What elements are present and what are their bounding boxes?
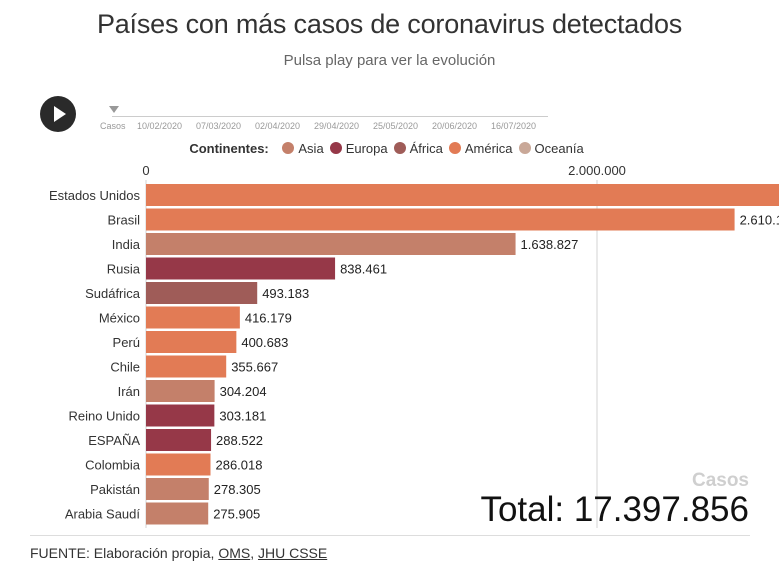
timeline-handle[interactable] xyxy=(109,106,119,113)
legend-swatch xyxy=(518,142,531,154)
value-label: 2.610.102 xyxy=(740,213,779,228)
category-label: Estados Unidos xyxy=(49,188,141,203)
value-label: 275.905 xyxy=(213,507,260,522)
legend-item-áfrica[interactable]: África xyxy=(393,141,443,156)
bar[interactable] xyxy=(146,184,779,206)
category-label: ESPAÑA xyxy=(88,433,140,448)
play-icon xyxy=(54,106,66,122)
value-label: 416.179 xyxy=(245,311,292,326)
source-prefix: FUENTE: Elaboración propia, xyxy=(30,545,219,561)
category-label: Brasil xyxy=(107,213,140,228)
source-link-jhu[interactable]: JHU CSSE xyxy=(257,545,328,561)
bar[interactable] xyxy=(146,355,227,378)
legend-title: Continentes: xyxy=(189,141,269,156)
legend-label: África xyxy=(409,141,443,156)
category-label: Chile xyxy=(110,360,140,375)
legend-swatch xyxy=(393,142,406,154)
timeline-track[interactable] xyxy=(112,116,548,117)
timeline-tick-label: 02/04/2020 xyxy=(255,121,301,131)
category-label: Reino Unido xyxy=(68,409,140,424)
timeline-tick-label: 29/04/2020 xyxy=(314,121,360,131)
category-label: México xyxy=(99,311,140,326)
value-label: 286.018 xyxy=(215,458,262,473)
bar[interactable] xyxy=(146,282,258,304)
legend-item-asia[interactable]: Asia xyxy=(282,141,324,156)
legend-item-américa[interactable]: América xyxy=(448,141,513,156)
legend-items: Asia Europa África América Oceanía xyxy=(282,141,589,156)
bar[interactable] xyxy=(146,257,336,280)
bar[interactable] xyxy=(146,380,215,402)
timeline-tick-label: 25/05/2020 xyxy=(373,121,419,131)
legend-swatch xyxy=(329,142,342,154)
timeline-slider[interactable]: Casos 10/02/2020 07/03/2020 02/04/2020 29/04… xyxy=(100,104,550,132)
source-note: FUENTE: Elaboración propia, OMS, JHU CSS… xyxy=(30,545,327,561)
total-value: Total: 17.397.856 xyxy=(480,490,749,529)
legend-item-europa[interactable]: Europa xyxy=(329,141,388,156)
source-link-oms[interactable]: OMS xyxy=(218,545,251,561)
value-label: 1.638.827 xyxy=(521,237,579,252)
legend: Continentes: Asia Europa África América Ocea… xyxy=(0,141,779,156)
legend-label: Europa xyxy=(345,141,388,156)
bar[interactable] xyxy=(146,331,237,353)
category-label: Pakistán xyxy=(90,482,140,497)
bar[interactable] xyxy=(146,233,516,255)
timeline-tick-label: 10/02/2020 xyxy=(137,121,183,131)
category-label: Irán xyxy=(118,384,140,399)
bar[interactable] xyxy=(146,306,240,329)
value-label: 303.181 xyxy=(219,409,266,424)
bar[interactable] xyxy=(146,404,215,427)
timeline-tick-label: 16/07/2020 xyxy=(491,121,537,131)
category-label: Sudáfrica xyxy=(85,286,141,301)
bar[interactable] xyxy=(146,208,735,231)
value-label: 278.305 xyxy=(214,482,261,497)
legend-swatch xyxy=(448,142,461,154)
legend-label: Oceanía xyxy=(534,141,584,156)
source-separator: , xyxy=(250,545,258,561)
legend-item-oceanía[interactable]: Oceanía xyxy=(518,141,584,156)
category-label: Perú xyxy=(113,335,140,350)
timeline-tick-label: 20/06/2020 xyxy=(432,121,478,131)
bar[interactable] xyxy=(146,502,209,525)
x-tick-label: 2.000.000 xyxy=(568,163,626,178)
chart-title: Países con más casos de coronavirus dete… xyxy=(96,9,683,39)
value-label: 493.183 xyxy=(262,286,309,301)
legend-label: Asia xyxy=(298,141,324,156)
source-divider xyxy=(30,535,750,536)
chart-subtitle: Pulsa play para ver la evolución xyxy=(283,52,496,69)
total-label: Casos xyxy=(691,470,749,491)
timeline-tick-label: Casos xyxy=(100,121,126,131)
value-label: 288.522 xyxy=(216,433,263,448)
play-button[interactable] xyxy=(40,96,76,132)
bar[interactable] xyxy=(146,453,211,476)
value-label: 400.683 xyxy=(241,335,288,350)
category-label: Rusia xyxy=(107,262,141,277)
value-label: 355.667 xyxy=(231,360,278,375)
category-label: Arabia Saudí xyxy=(65,507,141,522)
bar[interactable] xyxy=(146,429,212,451)
category-label: Colombia xyxy=(85,458,141,473)
value-label: 304.204 xyxy=(220,384,267,399)
timeline-tick-label: 07/03/2020 xyxy=(196,121,242,131)
x-tick-label: 0 xyxy=(142,163,149,178)
bar[interactable] xyxy=(146,478,209,500)
category-label: India xyxy=(112,237,141,252)
value-label: 838.461 xyxy=(340,262,387,277)
legend-swatch xyxy=(282,142,295,154)
legend-label: América xyxy=(464,141,513,156)
